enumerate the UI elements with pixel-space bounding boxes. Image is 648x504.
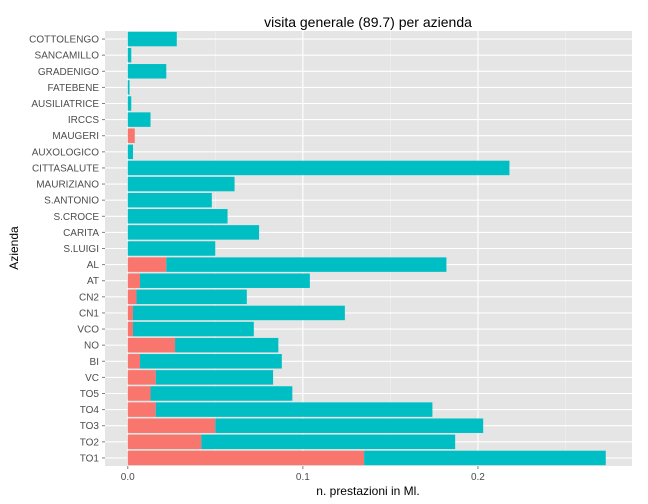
y-tick-label: NO xyxy=(84,341,99,352)
bar-bi-2 xyxy=(140,354,282,369)
y-tick-label: S.CROCE xyxy=(53,212,99,223)
bar-vco-1 xyxy=(127,321,134,337)
y-tick-label: AL xyxy=(87,260,100,271)
bar-cn1-2 xyxy=(133,305,345,321)
y-tick-label: TO5 xyxy=(80,389,100,400)
y-tick-label: AUSILIATRICE xyxy=(31,99,99,110)
bar-to2-2 xyxy=(201,434,456,450)
bar-gradenigo-2 xyxy=(127,64,167,79)
y-tick-label: COTTOLENGO xyxy=(29,35,99,46)
bar-bi-1 xyxy=(127,354,141,369)
y-tick-label: MAURIZIANO xyxy=(36,180,99,191)
bar-to1-1 xyxy=(127,450,365,466)
bar-vco-2 xyxy=(133,321,254,337)
x-tick-label: 0.0 xyxy=(121,472,135,483)
bar-cn2-2 xyxy=(136,289,247,305)
y-tick-label: VC xyxy=(85,373,99,384)
y-tick-label: CITTASALUTE xyxy=(32,163,99,174)
bar-s-antonio-2 xyxy=(127,192,212,208)
bar-at-1 xyxy=(127,273,141,288)
bar-cn1-1 xyxy=(127,305,134,321)
bar-to3-2 xyxy=(215,418,484,433)
y-tick-label: CN2 xyxy=(79,292,99,303)
bar-al-1 xyxy=(127,257,167,272)
y-tick-label: AT xyxy=(87,276,99,287)
bar-to1-2 xyxy=(364,450,606,466)
chart-title: visita generale (89.7) per azienda xyxy=(264,14,472,30)
x-tick-label: 0.1 xyxy=(296,472,310,483)
bar-to5-2 xyxy=(150,386,293,401)
bar-carita-2 xyxy=(127,225,260,240)
bar-cottolengo-2 xyxy=(127,31,177,47)
y-tick-label: VCO xyxy=(77,325,99,336)
y-tick-label: SANCAMILLO xyxy=(35,51,100,62)
bar-no-2 xyxy=(175,337,279,353)
x-tick-label: 0.2 xyxy=(471,472,485,483)
y-tick-label: S.LUIGI xyxy=(63,244,99,255)
bar-cn2-1 xyxy=(127,289,137,305)
bar-ausiliatrice-2 xyxy=(127,96,132,111)
y-tick-label: CARITA xyxy=(63,228,99,239)
bar-to4-1 xyxy=(127,402,156,417)
y-tick-label: MAUGERI xyxy=(52,131,99,142)
bar-to5-1 xyxy=(127,386,151,401)
y-tick-label: IRCCS xyxy=(68,115,99,126)
bar-at-2 xyxy=(140,273,310,288)
bar-to2-1 xyxy=(127,434,202,450)
y-tick-label: FATEBENE xyxy=(48,83,100,94)
bar-vc-1 xyxy=(127,370,156,385)
y-tick-label: S.ANTONIO xyxy=(44,196,99,207)
bar-s-luigi-2 xyxy=(127,241,216,256)
bar-vc-2 xyxy=(155,370,274,385)
bar-auxologico-2 xyxy=(127,144,134,160)
bar-sancamillo-2 xyxy=(127,47,132,63)
y-tick-label: TO3 xyxy=(80,421,100,432)
x-axis-title: n. prestazioni in Ml. xyxy=(316,484,419,498)
bar-fatebene-2 xyxy=(127,80,130,95)
bar-no-1 xyxy=(127,337,176,353)
y-tick-label: AUXOLOGICO xyxy=(32,147,99,158)
x-axis-ticks: 0.0 0.1 0.2 xyxy=(121,466,485,483)
y-axis-ticks: TO1 TO2 TO3 TO4 TO5 VC BI NO VCO CN1 CN2 AT AL S.LUIG… xyxy=(29,35,105,464)
y-tick-label: BI xyxy=(90,357,99,368)
bars xyxy=(127,31,606,466)
y-tick-label: TO1 xyxy=(80,453,100,464)
bar-to4-2 xyxy=(155,402,433,417)
bar-irccs-2 xyxy=(127,112,151,127)
bar-maugeri-1 xyxy=(127,128,135,143)
bar-mauriziano-2 xyxy=(127,176,235,192)
y-axis-title: Azienda xyxy=(7,226,21,270)
y-tick-label: GRADENIGO xyxy=(38,67,99,78)
bar-to3-1 xyxy=(127,418,216,433)
y-tick-label: TO2 xyxy=(80,437,100,448)
bar-cittasalute-2 xyxy=(127,160,510,176)
y-tick-label: TO4 xyxy=(80,405,100,416)
y-tick-label: CN1 xyxy=(79,308,99,319)
bar-al-2 xyxy=(166,257,447,272)
bar-s-croce-2 xyxy=(127,209,228,224)
